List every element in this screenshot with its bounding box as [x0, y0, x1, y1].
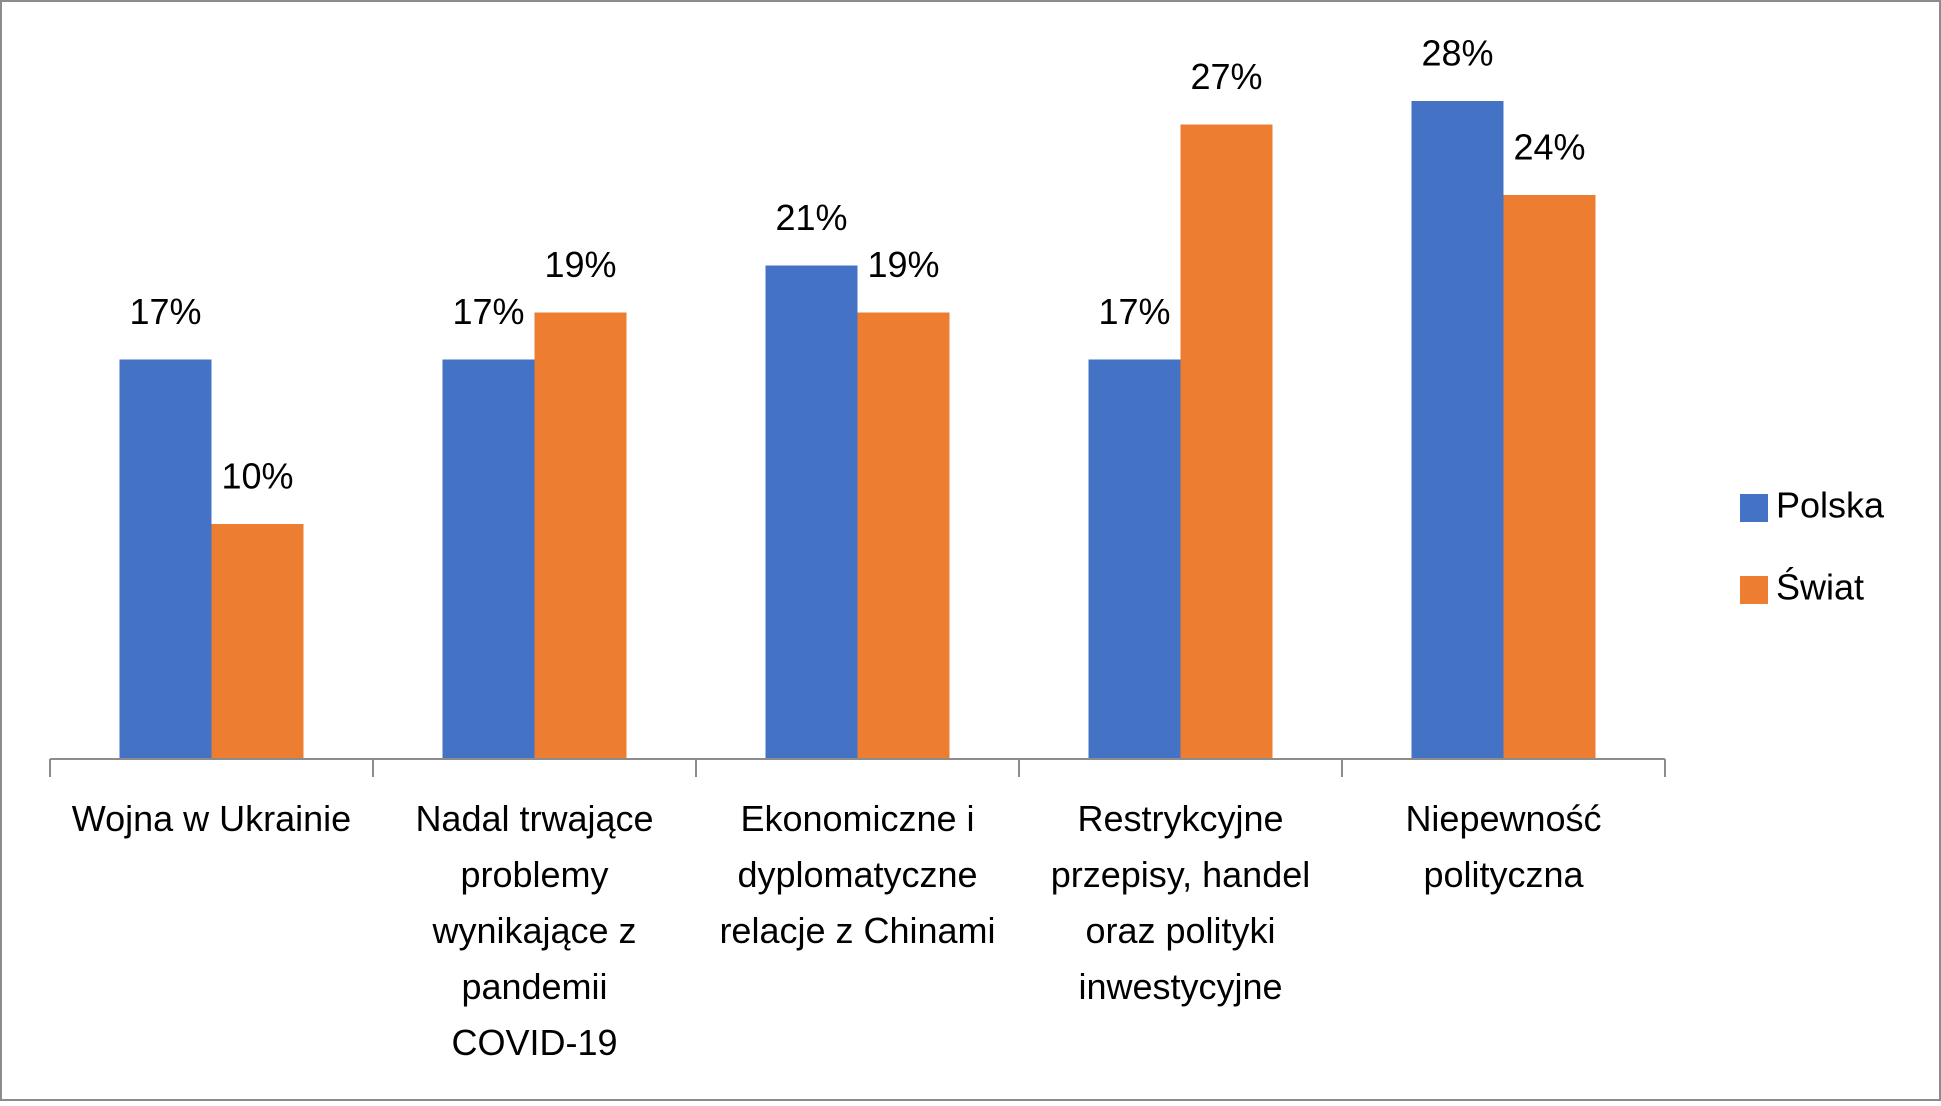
bar: [211, 524, 304, 759]
bar: [1088, 359, 1181, 759]
data-label: 17%: [1098, 291, 1170, 332]
bar: [534, 312, 627, 759]
legend-swatch: [1740, 494, 1768, 522]
legend-label: Świat: [1776, 566, 1864, 608]
data-label: 24%: [1513, 127, 1585, 168]
x-tick-label: Nadal trwające problemy wynikające z pandem…: [415, 798, 653, 1063]
bar: [1503, 195, 1596, 759]
bar: [119, 359, 212, 759]
data-label: 19%: [867, 244, 939, 285]
x-tick-label: Wojna w Ukrainie: [72, 798, 351, 839]
data-label: 21%: [775, 197, 847, 238]
data-label: 17%: [129, 291, 201, 332]
bar: [765, 265, 858, 759]
bar: [1180, 124, 1273, 759]
bar: [442, 359, 535, 759]
data-label: 28%: [1421, 33, 1493, 74]
x-tick-label: Restrykcyjne przepisy, handel oraz polityk…: [1051, 798, 1311, 1007]
data-label: 27%: [1190, 56, 1262, 97]
bar: [857, 312, 950, 759]
legend-swatch: [1740, 576, 1768, 604]
bar: [1411, 101, 1504, 759]
data-label: 10%: [221, 456, 293, 497]
x-tick-label: Ekonomiczne i dyplomatyczne relacje z Chin…: [719, 798, 995, 951]
data-label: 19%: [544, 244, 616, 285]
legend-label: Polska: [1776, 485, 1885, 526]
data-label: 17%: [452, 291, 524, 332]
x-tick-label: Niepewność polityczna: [1405, 798, 1601, 895]
